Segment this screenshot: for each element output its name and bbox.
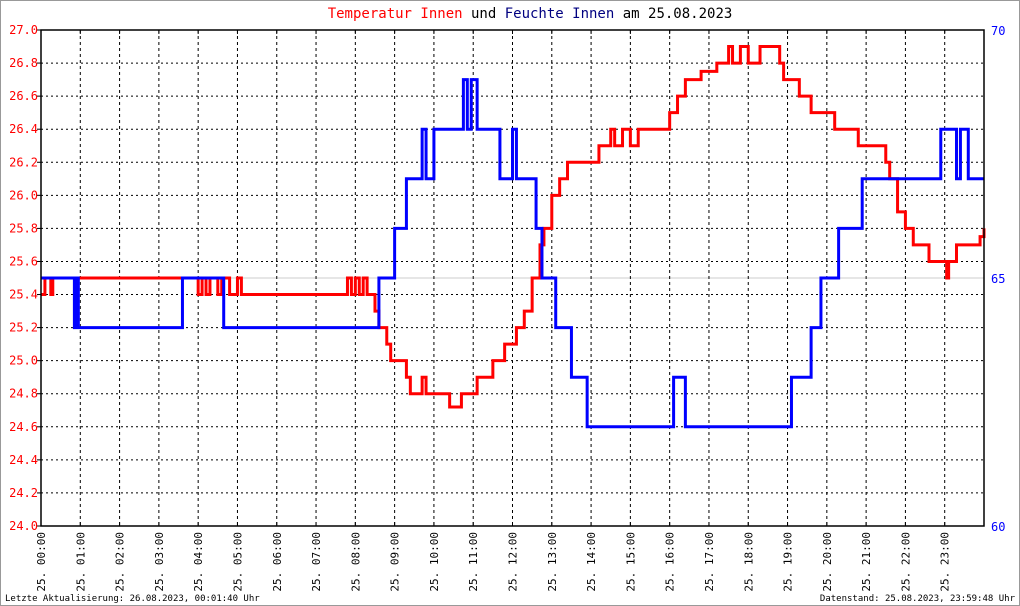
y-left-tick-label: 27.0 bbox=[9, 23, 38, 37]
x-tick-label: 25. 05:00 bbox=[231, 532, 244, 592]
x-tick-label: 25. 13:00 bbox=[546, 532, 559, 592]
footer-last-update: Letzte Aktualisierung: 26.08.2023, 00:01… bbox=[5, 594, 260, 604]
x-tick-label: 25. 22:00 bbox=[899, 532, 912, 592]
x-tick-label: 25. 14:00 bbox=[585, 532, 598, 592]
y-left-tick-label: 24.0 bbox=[9, 519, 38, 533]
series-humidity-line bbox=[41, 78, 984, 429]
y-left-tick-label: 25.4 bbox=[9, 288, 38, 302]
y-left-tick-label: 24.8 bbox=[9, 387, 38, 401]
y-left-tick-label: 25.6 bbox=[9, 254, 38, 268]
y-left-tick-label: 25.2 bbox=[9, 321, 38, 335]
y-left-tick-label: 25.8 bbox=[9, 221, 38, 235]
x-tick-label: 25. 08:00 bbox=[349, 532, 362, 592]
x-tick-label: 25. 16:00 bbox=[664, 532, 677, 592]
x-tick-label: 25. 23:00 bbox=[939, 532, 952, 592]
x-tick-label: 25. 01:00 bbox=[74, 532, 87, 592]
x-tick-label: 25. 18:00 bbox=[742, 532, 755, 592]
x-tick-label: 25. 02:00 bbox=[114, 532, 127, 592]
x-tick-label: 25. 21:00 bbox=[860, 532, 873, 592]
x-tick-label: 25. 04:00 bbox=[192, 532, 205, 592]
x-tick-label: 25. 11:00 bbox=[467, 532, 480, 592]
y-left-tick-label: 24.4 bbox=[9, 453, 38, 467]
footer-data-status: Datenstand: 25.08.2023, 23:59:48 Uhr bbox=[820, 594, 1016, 604]
y-left-tick-label: 26.6 bbox=[9, 89, 38, 103]
x-tick-label: 25. 20:00 bbox=[821, 532, 834, 592]
chart-title: Temperatur Innen und Feuchte Innen am 25… bbox=[328, 6, 733, 22]
x-tick-label: 25. 17:00 bbox=[703, 532, 716, 592]
x-tick-label: 25. 07:00 bbox=[310, 532, 323, 592]
y-left-tick-label: 26.2 bbox=[9, 155, 38, 169]
title-date: am 25.08.2023 bbox=[623, 6, 733, 22]
x-tick-label: 25. 12:00 bbox=[507, 532, 520, 592]
y-left-tick-label: 26.8 bbox=[9, 56, 38, 70]
x-tick-label: 25. 15:00 bbox=[624, 532, 637, 592]
plot-area-border bbox=[40, 29, 985, 527]
y-left-tick-label: 25.0 bbox=[9, 354, 38, 368]
y-left-tick-label: 24.6 bbox=[9, 420, 38, 434]
y-right-tick-label: 65 bbox=[991, 272, 1005, 286]
y-left-tick-label: 26.0 bbox=[9, 188, 38, 202]
y-right-tick-label: 70 bbox=[991, 24, 1005, 38]
x-tick-label: 25. 09:00 bbox=[389, 532, 402, 592]
title-und: und bbox=[471, 6, 496, 22]
x-tick-label: 25. 03:00 bbox=[153, 532, 166, 592]
x-tick-label: 25. 00:00 bbox=[35, 532, 48, 592]
x-tick-label: 25. 19:00 bbox=[782, 532, 795, 592]
x-tick-label: 25. 06:00 bbox=[271, 532, 284, 592]
x-tick-label: 25. 10:00 bbox=[428, 532, 441, 592]
series-temperature-line bbox=[41, 45, 986, 409]
y-left-tick-label: 26.4 bbox=[9, 122, 38, 136]
title-temp: Temperatur Innen bbox=[328, 6, 463, 22]
y-right-tick-label: 60 bbox=[991, 520, 1005, 534]
y-left-tick-label: 24.2 bbox=[9, 486, 38, 500]
title-humidity: Feuchte Innen bbox=[505, 6, 615, 22]
